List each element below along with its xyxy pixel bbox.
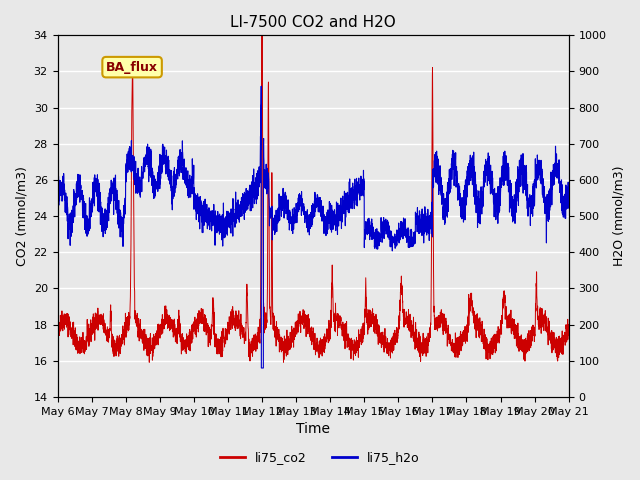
li75_co2	[196, 312, 204, 318]
li75_co2	[372, 319, 380, 324]
li75_co2	[565, 328, 573, 334]
Legend: li75_co2, li75_h2o: li75_co2, li75_h2o	[215, 446, 425, 469]
Text: BA_flux: BA_flux	[106, 60, 158, 73]
li75_co2	[516, 334, 524, 339]
Line: li75_h2o: li75_h2o	[58, 86, 569, 368]
li75_co2	[54, 324, 61, 329]
li75_co2	[564, 325, 572, 331]
li75_h2o	[372, 237, 380, 243]
li75_h2o	[257, 84, 265, 89]
X-axis label: Time: Time	[296, 422, 330, 436]
li75_h2o	[363, 227, 371, 233]
li75_co2	[163, 313, 171, 319]
li75_co2	[145, 360, 153, 365]
Line: li75_co2: li75_co2	[58, 29, 569, 362]
li75_co2	[363, 306, 371, 312]
Y-axis label: H2O (mmol/m3): H2O (mmol/m3)	[612, 166, 625, 266]
li75_h2o	[564, 193, 572, 199]
li75_h2o	[196, 194, 204, 200]
li75_h2o	[54, 207, 61, 213]
li75_co2	[258, 26, 266, 32]
Title: LI-7500 CO2 and H2O: LI-7500 CO2 and H2O	[230, 15, 396, 30]
li75_h2o	[516, 160, 524, 166]
li75_h2o	[257, 365, 265, 371]
li75_h2o	[565, 186, 573, 192]
li75_h2o	[163, 166, 171, 172]
Y-axis label: CO2 (mmol/m3): CO2 (mmol/m3)	[15, 166, 28, 266]
